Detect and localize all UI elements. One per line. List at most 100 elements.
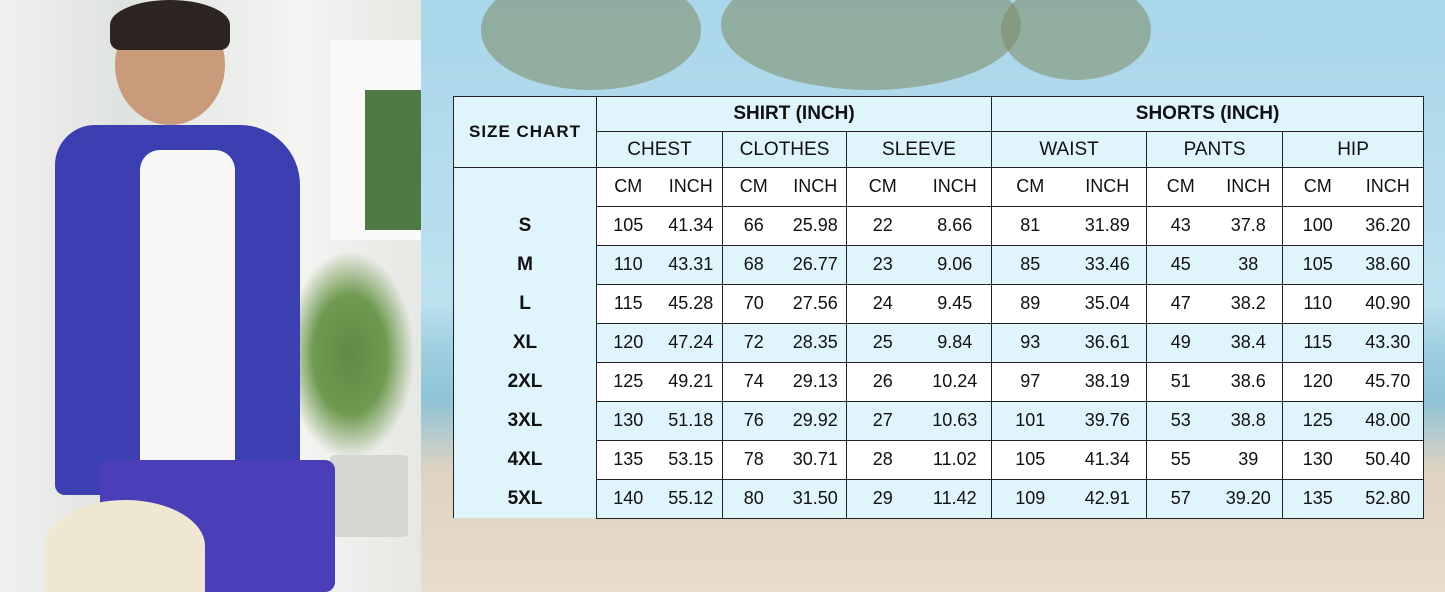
- cm-value: 105: [596, 205, 660, 246]
- palm-tree: [481, 0, 701, 90]
- cm-value: 66: [722, 205, 785, 246]
- cm-value: 125: [596, 361, 660, 402]
- inch-value: 37.8: [1214, 205, 1284, 246]
- inch-value: 47.24: [659, 322, 723, 363]
- cm-value: 130: [1282, 439, 1353, 480]
- unit-label-cm: CM: [991, 167, 1069, 207]
- inch-value: 28.35: [784, 322, 847, 363]
- palm-tree: [1001, 0, 1151, 80]
- inch-value: 25.98: [784, 205, 847, 246]
- inch-value: 39.76: [1068, 400, 1148, 441]
- unit-label-cm: CM: [1282, 167, 1353, 207]
- cm-value: 43: [1146, 205, 1215, 246]
- unit-label-inch: INCH: [659, 167, 723, 207]
- cm-value: 24: [846, 283, 919, 324]
- white-tshirt: [140, 150, 235, 480]
- size-label: XL: [453, 323, 597, 362]
- size-row: 3XL 130 51.18 76 29.92 27 10.63 101 39.76 53 38.8 1…: [453, 400, 1425, 441]
- cm-value: 72: [722, 322, 785, 363]
- cm-value: 115: [1282, 322, 1353, 363]
- cm-value: 97: [991, 361, 1069, 402]
- inch-value: 52.80: [1352, 478, 1425, 519]
- size-row: 5XL 140 55.12 80 31.50 29 11.42 109 42.91 57 39.20…: [453, 478, 1425, 519]
- inch-value: 38.8: [1214, 400, 1284, 441]
- unit-label-cm: CM: [722, 167, 785, 207]
- greenery: [365, 90, 421, 230]
- inch-value: 26.77: [784, 244, 847, 285]
- model-photo: [0, 0, 421, 592]
- inch-value: 51.18: [659, 400, 723, 441]
- unit-label-cm: CM: [1146, 167, 1215, 207]
- inch-value: 11.42: [918, 478, 993, 519]
- size-row: S 105 41.34 66 25.98 22 8.66 81 31.89 43 37.8 100 36…: [453, 205, 1425, 246]
- cm-value: 25: [846, 322, 919, 363]
- cm-value: 51: [1146, 361, 1215, 402]
- cm-value: 120: [596, 322, 660, 363]
- inch-value: 36.20: [1352, 205, 1425, 246]
- cm-value: 81: [991, 205, 1069, 246]
- cm-value: 49: [1146, 322, 1215, 363]
- cm-value: 110: [596, 244, 660, 285]
- inch-value: 53.15: [659, 439, 723, 480]
- cm-value: 27: [846, 400, 919, 441]
- inch-value: 41.34: [659, 205, 723, 246]
- column-header-hip: HIP: [1282, 131, 1425, 168]
- size-row: 4XL 135 53.15 78 30.71 28 11.02 105 41.34 55 39 130…: [453, 439, 1425, 480]
- cm-value: 57: [1146, 478, 1215, 519]
- cm-value: 76: [722, 400, 785, 441]
- cm-value: 93: [991, 322, 1069, 363]
- cm-value: 125: [1282, 400, 1353, 441]
- group-header-row: SIZE CHART SHIRT (INCH) SHORTS (INCH): [453, 96, 1425, 168]
- cm-value: 26: [846, 361, 919, 402]
- straw-hat: [45, 500, 205, 592]
- cm-value: 130: [596, 400, 660, 441]
- inch-value: 38.6: [1214, 361, 1284, 402]
- cm-value: 101: [991, 400, 1069, 441]
- size-row: XL 120 47.24 72 28.35 25 9.84 93 36.61 49 38.4 115 4…: [453, 322, 1425, 363]
- size-column-blank: [453, 167, 597, 206]
- inch-value: 42.91: [1068, 478, 1148, 519]
- inch-value: 43.31: [659, 244, 723, 285]
- cm-value: 53: [1146, 400, 1215, 441]
- size-chart-title: SIZE CHART: [453, 96, 597, 168]
- column-header-clothes: CLOTHES: [722, 131, 847, 168]
- cm-value: 29: [846, 478, 919, 519]
- inch-value: 55.12: [659, 478, 723, 519]
- cm-value: 135: [1282, 478, 1353, 519]
- size-label: 5XL: [453, 479, 597, 518]
- size-row: L 115 45.28 70 27.56 24 9.45 89 35.04 47 38.2 110 40…: [453, 283, 1425, 324]
- inch-value: 8.66: [918, 205, 993, 246]
- unit-label-inch: INCH: [1214, 167, 1284, 207]
- inch-value: 38.60: [1352, 244, 1425, 285]
- inch-value: 35.04: [1068, 283, 1148, 324]
- inch-value: 38.4: [1214, 322, 1284, 363]
- potted-plant: [285, 250, 415, 460]
- size-label: L: [453, 284, 597, 323]
- cm-value: 115: [596, 283, 660, 324]
- cm-value: 23: [846, 244, 919, 285]
- size-label: 3XL: [453, 401, 597, 440]
- cm-value: 100: [1282, 205, 1353, 246]
- inch-value: 38.2: [1214, 283, 1284, 324]
- inch-value: 9.84: [918, 322, 993, 363]
- unit-label-inch: INCH: [918, 167, 993, 207]
- inch-value: 10.63: [918, 400, 993, 441]
- size-row: 2XL 125 49.21 74 29.13 26 10.24 97 38.19 51 38.6 12…: [453, 361, 1425, 402]
- unit-label-cm: CM: [846, 167, 919, 207]
- inch-value: 9.45: [918, 283, 993, 324]
- inch-value: 38: [1214, 244, 1284, 285]
- inch-value: 10.24: [918, 361, 993, 402]
- inch-value: 29.13: [784, 361, 847, 402]
- shorts-group-header: SHORTS (INCH): [991, 96, 1425, 132]
- cm-value: 55: [1146, 439, 1215, 480]
- shirt-group-header: SHIRT (INCH): [595, 96, 993, 132]
- inch-value: 36.61: [1068, 322, 1148, 363]
- inch-value: 33.46: [1068, 244, 1148, 285]
- cm-value: 68: [722, 244, 785, 285]
- inch-value: 48.00: [1352, 400, 1425, 441]
- cm-value: 105: [1282, 244, 1353, 285]
- cm-value: 120: [1282, 361, 1353, 402]
- model-hair: [110, 0, 230, 50]
- cm-value: 74: [722, 361, 785, 402]
- cm-value: 140: [596, 478, 660, 519]
